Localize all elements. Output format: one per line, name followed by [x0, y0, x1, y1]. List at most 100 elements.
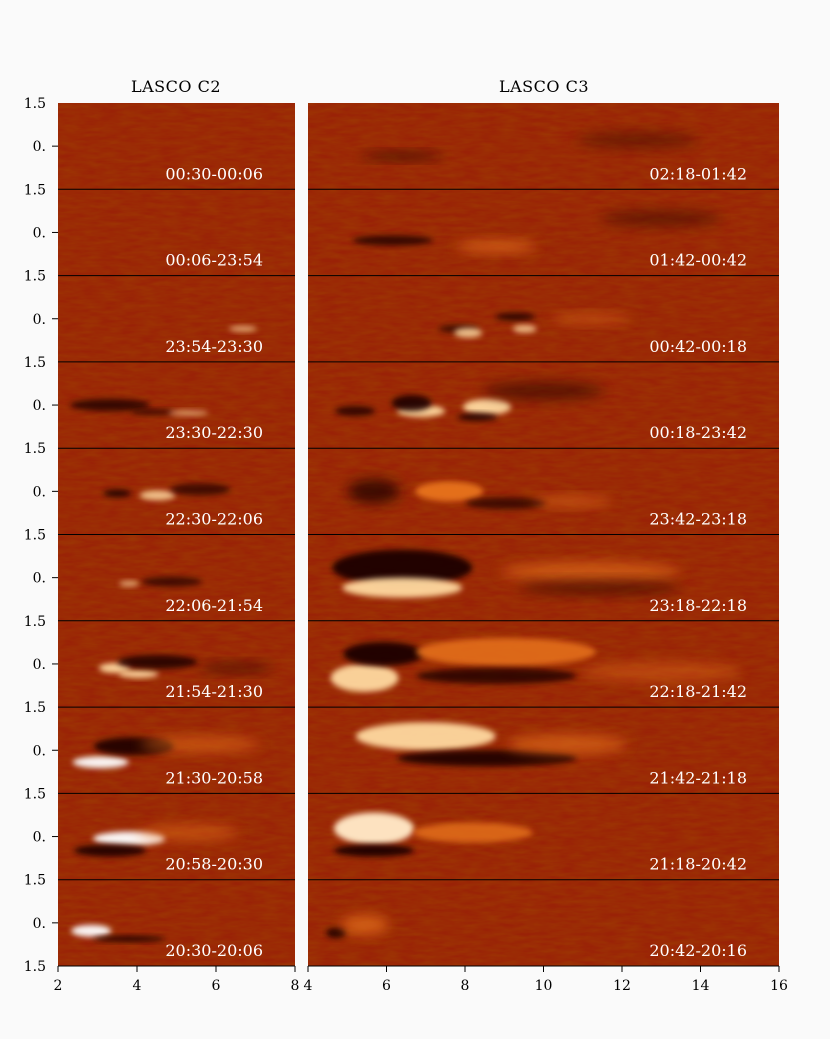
cme-feature: [333, 844, 414, 857]
cme-feature: [130, 409, 175, 416]
cme-feature: [335, 406, 376, 417]
cme-feature: [170, 483, 231, 496]
cme-feature: [550, 313, 631, 324]
c2-timestamp-label: 21:30-20:58: [165, 768, 263, 787]
c3-panel: 02:18-01:42 01:42-00:42 00:42-00:18 00:18-2…: [308, 103, 779, 966]
cme-feature: [457, 413, 498, 422]
c3-timestamp-label: 01:42-00:42: [649, 251, 747, 270]
cme-feature: [72, 756, 129, 769]
c3-x-tick-label: 12: [613, 978, 631, 994]
cme-feature: [118, 669, 159, 678]
y-tick-label: 0.: [33, 571, 46, 587]
c3-x-tick-label: 8: [461, 978, 470, 994]
c2-x-axis: 2 4 6 8: [54, 965, 300, 994]
cme-feature: [98, 662, 131, 673]
c3-timestamp-label: 21:42-21:18: [649, 768, 747, 787]
cme-feature: [332, 549, 473, 586]
c2-timestamp-label: 23:54-23:30: [165, 337, 263, 356]
c3-x-tick-label: 10: [535, 978, 553, 994]
cme-feature: [391, 395, 432, 412]
cme-feature: [520, 580, 681, 595]
cme-feature: [93, 935, 166, 942]
c3-timestamp-label: 20:42-20:16: [649, 941, 747, 960]
cme-feature: [103, 489, 132, 498]
cme-feature: [199, 662, 272, 673]
y-tick-label: 1.5: [24, 355, 46, 371]
cme-feature: [507, 734, 628, 755]
cme-feature: [326, 927, 347, 938]
cme-feature: [343, 641, 424, 666]
y-tick-label: 0.: [33, 830, 46, 846]
cme-feature: [119, 580, 140, 587]
c3-timestamp-label: 23:18-22:18: [649, 596, 747, 615]
c3-timestamp-label: 02:18-01:42: [649, 164, 747, 183]
y-tick-label: 1.5: [24, 873, 46, 889]
y-tick-label: 0.: [33, 398, 46, 414]
y-tick-label: 1.5: [24, 528, 46, 544]
y-tick-label: 1.5: [24, 700, 46, 716]
cme-feature: [139, 490, 176, 501]
cme-feature: [70, 399, 151, 412]
y-tick-label: 1.5: [24, 96, 46, 112]
c2-timestamp-label: 20:58-20:30: [165, 855, 263, 874]
cme-feature: [355, 722, 496, 751]
cme-feature: [454, 327, 483, 338]
c2-timestamp-label: 22:06-21:54: [165, 596, 263, 615]
c3-x-tick-label: 14: [692, 978, 710, 994]
c3-timestamp-label: 00:18-23:42: [649, 423, 747, 442]
cme-feature: [416, 667, 577, 684]
cme-feature: [228, 325, 257, 332]
cme-feature: [577, 132, 698, 149]
c3-timestamp-label: 00:42-00:18: [649, 337, 747, 356]
y-tick-label: 0.: [33, 312, 46, 328]
c3-timestamp-label: 23:42-23:18: [649, 510, 747, 529]
cme-feature: [140, 736, 261, 753]
cme-feature: [531, 496, 612, 507]
cme-feature: [141, 576, 202, 587]
c3-x-tick-label: 16: [770, 978, 788, 994]
c2-x-tick-label: 8: [291, 978, 300, 994]
y-tick-label: 1.5: [24, 786, 46, 802]
c3-timestamp-label: 21:18-20:42: [649, 855, 747, 874]
c2-timestamp-label: 00:30-00:06: [165, 164, 263, 183]
y-tick-label: 0.: [33, 916, 46, 932]
c2-timestamp-label: 23:30-22:30: [165, 423, 263, 442]
cme-feature: [168, 410, 209, 417]
c2-timestamp-label: 20:30-20:06: [165, 941, 263, 960]
cme-feature: [333, 812, 414, 845]
c2-x-tick-label: 4: [133, 978, 142, 994]
cme-feature: [330, 663, 399, 692]
cme-feature: [415, 637, 596, 666]
y-tick-label: 0.: [33, 139, 46, 155]
cme-feature: [138, 824, 239, 841]
cme-feature: [483, 382, 604, 401]
y-tick-label: 1.5: [24, 959, 46, 975]
y-tick-label: 1.5: [24, 182, 46, 198]
c2-panel: 00:30-00:06 00:06-23:54 23:54-23:30 23:30-2…: [58, 103, 295, 966]
cme-feature: [581, 661, 742, 682]
c2-timestamp-label: 00:06-23:54: [165, 251, 263, 270]
c3-x-axis: 4 6 8 10 12 14 16: [304, 965, 788, 994]
c2-timestamp-label: 21:54-21:30: [165, 682, 263, 701]
cme-feature: [512, 324, 537, 333]
cme-feature: [342, 577, 463, 598]
c3-title: LASCO C3: [499, 77, 589, 96]
cme-feature: [465, 497, 546, 510]
cme-feature: [362, 152, 443, 161]
c3-timestamp-label: 22:18-21:42: [649, 682, 747, 701]
y-tick-label: 1.5: [24, 269, 46, 285]
y-tick-label: 0.: [33, 743, 46, 759]
cme-feature: [456, 240, 537, 253]
cme-feature: [347, 479, 400, 504]
y-axis: 1.5 0. 1.5 0. 1.5 0. 1.5 0. 1.5 0. 1.5 0. 1.5 0. 1.5 0.…: [24, 96, 58, 975]
cme-feature: [500, 561, 681, 582]
cme-feature: [601, 210, 722, 227]
c3-x-tick-label: 4: [304, 978, 313, 994]
cme-feature: [462, 399, 511, 416]
y-tick-label: 0.: [33, 225, 46, 241]
y-tick-label: 0.: [33, 484, 46, 500]
cme-feature: [117, 654, 198, 669]
c3-x-tick-label: 6: [382, 978, 391, 994]
c2-x-tick-label: 2: [54, 978, 63, 994]
y-tick-label: 1.5: [24, 614, 46, 630]
